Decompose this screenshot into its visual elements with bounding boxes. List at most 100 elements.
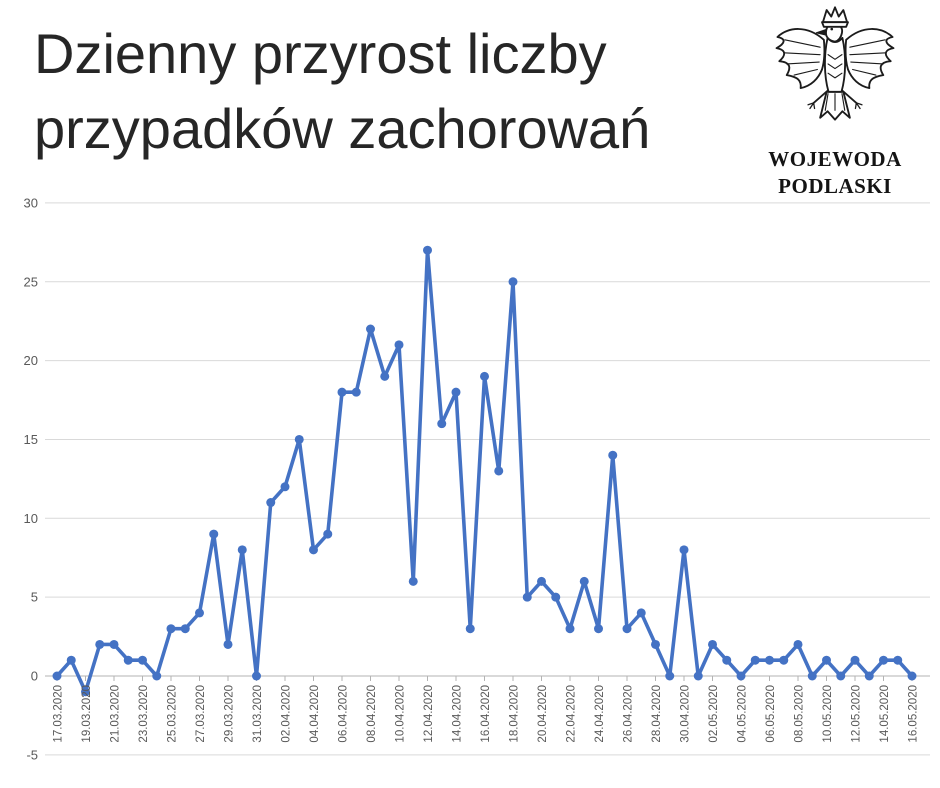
y-axis-tick-label: 20 [24,353,38,368]
data-point-marker [437,419,447,429]
x-axis-date-label: 14.05.2020 [879,685,891,743]
x-axis-date-label: 22.04.2020 [566,685,578,743]
data-point-marker [123,655,133,665]
x-axis-date-label: 10.05.2020 [822,685,834,743]
data-point-marker [693,671,703,681]
data-point-marker [665,671,675,681]
data-point-marker [750,655,760,665]
data-point-marker [879,655,888,665]
x-axis-date-label: 26.04.2020 [623,685,635,743]
x-axis-date-label: 02.05.2020 [708,685,720,743]
x-axis-date-label: 08.05.2020 [794,685,806,743]
x-axis-date-label: 27.03.2020 [195,685,207,743]
data-point-marker [622,624,632,634]
data-point-marker [465,624,475,634]
y-axis-tick-label: 10 [24,511,38,526]
x-axis-date-label: 12.05.2020 [851,685,863,743]
logo-title: WOJEWODA [768,147,902,171]
y-axis-tick-label: 0 [31,669,38,684]
data-point-marker [807,671,817,681]
data-point-marker [722,655,732,665]
data-point-marker [323,529,333,539]
data-point-marker [408,576,418,586]
data-point-marker [608,450,618,460]
data-point-marker [366,324,375,334]
polish-eagle-icon [775,6,895,121]
x-axis-date-label: 10.04.2020 [395,685,407,743]
data-point-marker [423,245,432,255]
x-axis-date-label: 04.04.2020 [309,685,321,743]
data-point-marker [765,655,774,665]
chart-title-line2: przypadków zachorowań [34,97,651,160]
data-point-marker [779,655,789,665]
x-axis-date-label: 06.04.2020 [338,685,350,743]
data-point-marker [66,655,76,665]
data-point-marker [508,277,518,287]
data-point-marker [351,387,361,397]
data-point-marker [565,624,575,634]
chart-title: Dzienny przyrost liczby przypadków zacho… [34,16,650,166]
x-axis-date-label: 08.04.2020 [366,685,378,743]
y-axis-tick-label: 15 [24,432,38,447]
data-point-marker [579,576,589,586]
data-point-marker [893,655,903,665]
data-point-marker [95,639,105,649]
data-point-marker [594,624,603,634]
x-axis-date-label: 04.05.2020 [737,685,749,743]
x-axis-date-label: 02.04.2020 [281,685,293,743]
x-axis-date-label: 28.04.2020 [651,685,663,743]
x-axis-date-label: 23.03.2020 [138,685,150,743]
x-axis-date-label: 16.04.2020 [480,685,492,743]
wojewoda-podlaski-logo: WOJEWODA PODLASKI [742,6,928,200]
x-axis-date-label: 29.03.2020 [224,685,236,743]
x-axis-date-label: 14.04.2020 [452,685,464,743]
data-point-marker [480,371,489,381]
data-point-marker [708,639,717,649]
x-axis-date-label: 17.03.2020 [53,685,65,743]
data-point-marker [237,545,247,555]
data-point-marker [309,545,318,555]
data-point-marker [850,655,860,665]
x-axis-date-label: 20.04.2020 [537,685,549,743]
data-point-marker [266,498,276,508]
data-point-marker [451,387,461,397]
y-axis-tick-label: 25 [24,274,38,289]
data-point-marker [166,624,176,634]
data-point-marker [109,639,119,649]
data-point-marker [380,371,390,381]
data-point-marker [793,639,803,649]
data-point-marker [252,671,261,681]
logo-region: PODLASKI [778,174,892,198]
data-point-marker [152,671,162,681]
data-point-marker [636,608,646,618]
y-axis-tick-label: -5 [26,747,38,762]
data-point-marker [907,671,917,681]
y-axis-tick-label: 5 [31,590,38,605]
data-point-marker [736,671,746,681]
data-point-marker [294,434,304,444]
data-point-marker [223,639,233,649]
data-point-marker [337,387,347,397]
data-point-marker [138,655,147,665]
x-axis-date-label: 24.04.2020 [594,685,606,743]
daily-cases-line-chart: 30 25 20 15 10 5 0 -5 17.03.2020 19.03.2020 21.03.… [24,195,930,762]
data-point-marker [537,576,546,586]
x-axis-date-label: 06.05.2020 [765,685,777,743]
data-point-marker [52,671,62,681]
data-point-marker [679,545,689,555]
x-axis-date-label: 19.03.2020 [81,685,93,743]
x-axis-date-label: 30.04.2020 [680,685,692,743]
data-point-marker [551,592,561,602]
y-axis-tick-label: 30 [24,195,38,210]
x-axis-date-label: 21.03.2020 [110,685,122,743]
data-point-marker [864,671,874,681]
data-point-marker [522,592,532,602]
data-point-marker [209,529,219,539]
data-point-marker [180,624,190,634]
data-point-marker [494,466,504,476]
data-point-marker [195,608,204,618]
data-point-marker [836,671,846,681]
x-axis-date-label: 12.04.2020 [423,685,435,743]
x-axis-date-label: 31.03.2020 [252,685,264,743]
